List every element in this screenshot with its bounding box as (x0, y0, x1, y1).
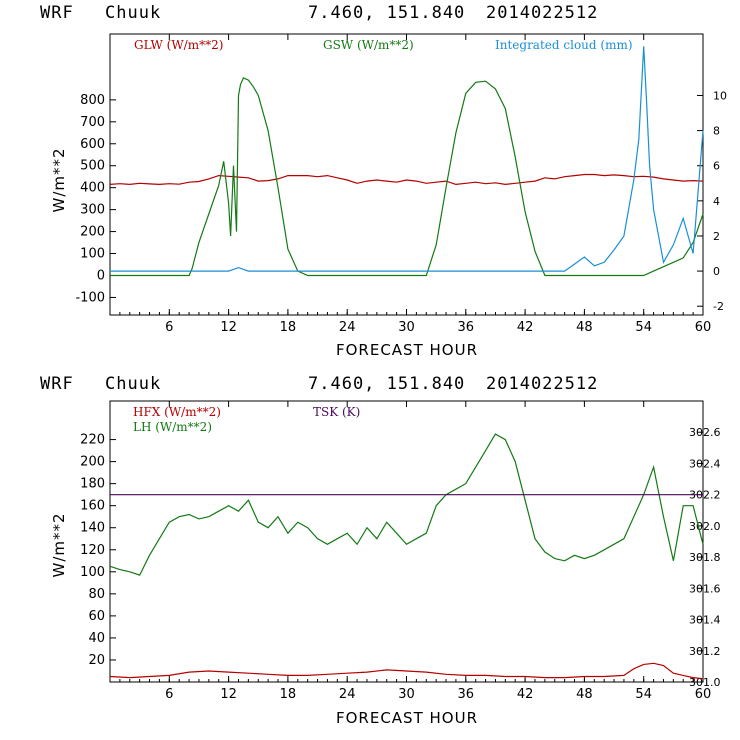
series-line-hfx (109, 662, 704, 680)
legend-tsk: TSK (K) (313, 405, 360, 419)
y2-tick-label: 301.4 (689, 614, 721, 627)
x-tick-label: 48 (576, 687, 593, 702)
panel-bottom-model: WRF (40, 374, 74, 394)
legend-lh: LH (W/m**2) (133, 420, 212, 434)
y2-tick-label: 0 (713, 265, 720, 278)
y2-tick-label: 301.0 (689, 676, 721, 689)
x-tick-label: 60 (695, 320, 712, 335)
y-tick-label: 500 (80, 159, 105, 174)
y-tick-label: 220 (80, 433, 105, 448)
x-tick-label: 48 (576, 320, 593, 335)
x-tick-label: 36 (458, 320, 475, 335)
panel-bottom-station: Chuuk (105, 374, 161, 394)
x-tick-label: 36 (458, 687, 475, 702)
panel-top-ylabel: W/m**2 (50, 147, 68, 212)
y2-tick-label: 2 (713, 230, 720, 243)
y-tick-label: 120 (80, 543, 105, 558)
x-tick-label: 12 (220, 687, 237, 702)
x-tick-label: 24 (339, 320, 356, 335)
x-tick-label: 54 (635, 320, 652, 335)
x-tick-label: 30 (398, 320, 415, 335)
y2-tick-label: 301.8 (689, 551, 721, 564)
y2-tick-label: 302.4 (689, 457, 721, 470)
panel-top-xlabel: FORECAST HOUR (336, 341, 478, 359)
legend-gsw: GSW (W/m**2) (323, 38, 414, 52)
x-tick-label: 54 (635, 687, 652, 702)
y-tick-label: 160 (80, 499, 105, 514)
panel-bottom-series (109, 433, 704, 680)
x-tick-label: 42 (517, 687, 534, 702)
panel-top-ticks: 6 12 18 24 30 36 42 48 54 60-10001002003004005006… (75, 34, 727, 335)
y2-tick-label: 301.6 (689, 582, 721, 595)
panel-bottom: WRF Chuuk 7.460, 151.840 2014022512 6 12 1… (40, 374, 721, 727)
legend-hfx: HFX (W/m**2) (133, 405, 221, 419)
x-tick-label: 12 (220, 320, 237, 335)
x-tick-label: 18 (280, 320, 297, 335)
series-line-gsw (110, 77, 704, 277)
panel-top-station: Chuuk (105, 3, 161, 23)
x-tick-label: 24 (339, 687, 356, 702)
y2-tick-label: 302.0 (689, 520, 721, 533)
y-tick-label: 300 (80, 203, 105, 218)
panel-bottom-ylabel: W/m**2 (50, 512, 68, 577)
x-tick-label: 6 (165, 687, 173, 702)
y-tick-label: 140 (80, 521, 105, 536)
y-tick-label: 40 (88, 631, 105, 646)
y-tick-label: 20 (88, 653, 105, 668)
y-tick-label: 800 (80, 93, 105, 108)
panel-top-coords: 7.460, 151.840 (308, 3, 465, 23)
panel-bottom-frame (109, 400, 704, 683)
panel-top-series (109, 46, 704, 277)
panel-bottom-date: 2014022512 (486, 374, 598, 394)
y-tick-label: 0 (97, 268, 105, 283)
panel-bottom-ticks: 6 12 18 24 30 36 42 48 54 60 20 40 60 80 100 120 140 160 1… (80, 401, 721, 702)
y2-tick-label: 10 (713, 89, 727, 102)
y-tick-label: 180 (80, 477, 105, 492)
panel-top: WRF Chuuk 7.460, 151.840 2014022512 6 12 1… (40, 3, 727, 359)
y-tick-label: 100 (80, 247, 105, 262)
y2-tick-label: 302.2 (689, 489, 721, 502)
y-tick-label: 100 (80, 565, 105, 580)
y2-tick-label: 302.6 (689, 426, 721, 439)
y2-tick-label: 301.2 (689, 645, 721, 658)
legend-cloud: Integrated cloud (mm) (495, 38, 633, 52)
panel-bottom-coords: 7.460, 151.840 (308, 374, 465, 394)
y-tick-label: 200 (80, 225, 105, 240)
y-tick-label: 700 (80, 115, 105, 130)
y2-tick-label: -2 (713, 300, 724, 313)
panel-bottom-xlabel: FORECAST HOUR (336, 709, 478, 727)
y-tick-label: 600 (80, 137, 105, 152)
x-tick-label: 60 (695, 687, 712, 702)
y-tick-label: 80 (88, 587, 105, 602)
x-tick-label: 42 (517, 320, 534, 335)
y-tick-label: 60 (88, 609, 105, 624)
x-tick-label: 6 (165, 320, 173, 335)
y2-tick-label: 4 (713, 195, 720, 208)
x-tick-label: 30 (398, 687, 415, 702)
legend-glw: GLW (W/m**2) (134, 38, 223, 52)
y-tick-label: 200 (80, 455, 105, 470)
y-tick-label: -100 (75, 290, 105, 305)
y2-tick-label: 8 (713, 125, 720, 138)
panel-top-model: WRF (40, 3, 74, 23)
x-tick-label: 18 (280, 687, 297, 702)
series-line-integrated (110, 46, 704, 272)
series-line-lh (109, 433, 704, 576)
panel-top-date: 2014022512 (486, 3, 598, 23)
y-tick-label: 400 (80, 181, 105, 196)
y2-tick-label: 6 (713, 160, 720, 173)
series-line-glw (109, 173, 704, 186)
